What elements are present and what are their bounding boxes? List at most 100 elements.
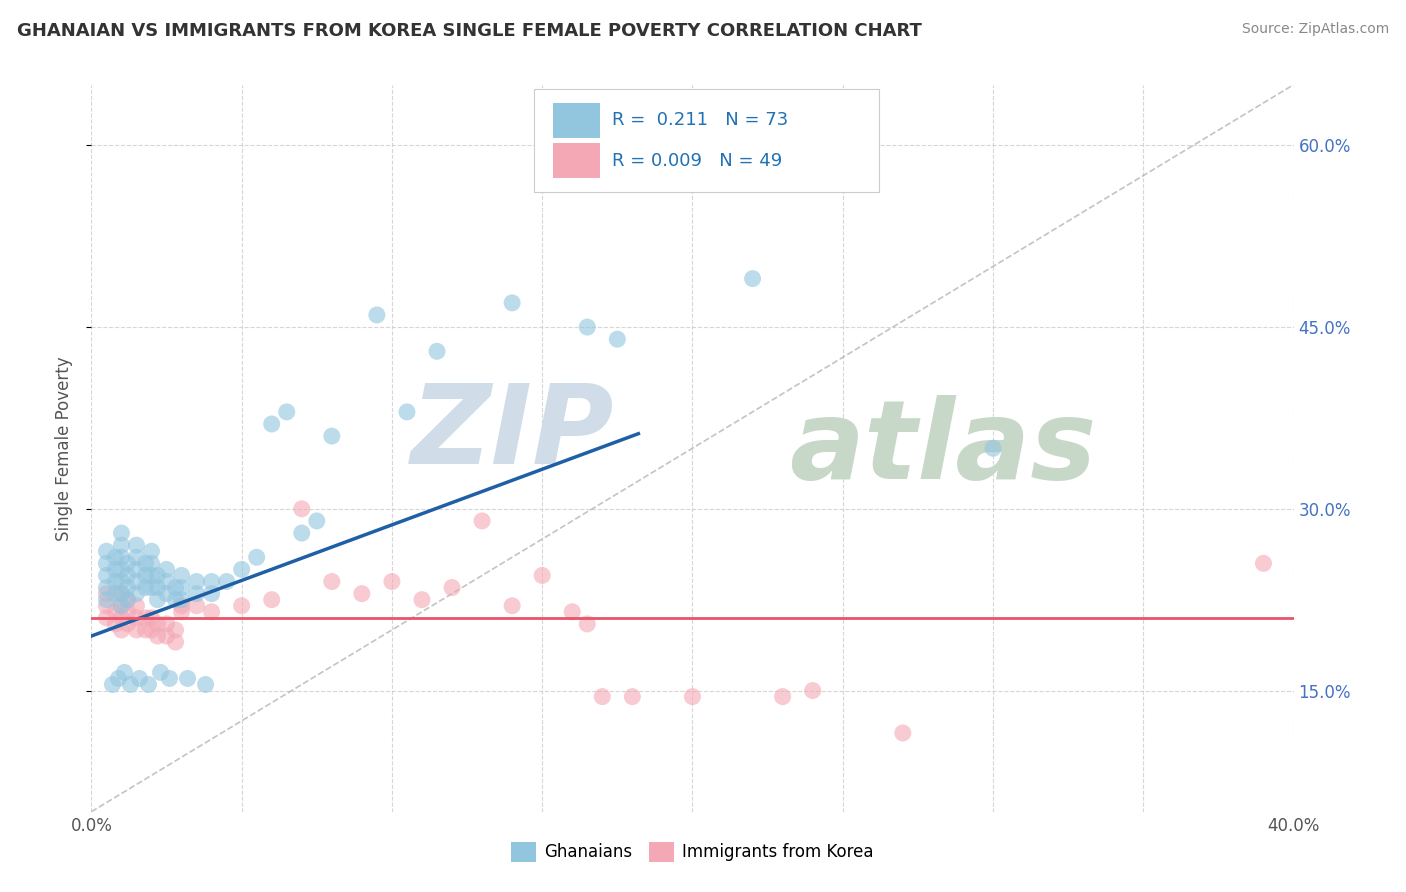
Point — [125, 587, 148, 601]
Point — [141, 623, 163, 637]
Point — [621, 690, 644, 704]
Point — [117, 605, 139, 619]
Point — [110, 611, 132, 625]
Point — [110, 623, 132, 637]
Point — [366, 308, 388, 322]
Point — [155, 616, 177, 631]
Point — [117, 581, 139, 595]
Point — [155, 629, 177, 643]
Legend: Ghanaians, Immigrants from Korea: Ghanaians, Immigrants from Korea — [505, 835, 880, 869]
Point — [125, 538, 148, 552]
Point — [215, 574, 238, 589]
Point — [149, 665, 172, 680]
Point — [231, 562, 253, 576]
Point — [170, 599, 193, 613]
Point — [110, 599, 132, 613]
Point — [186, 574, 208, 589]
Point — [110, 562, 132, 576]
Text: atlas: atlas — [789, 395, 1097, 501]
Point — [125, 611, 148, 625]
Point — [146, 581, 169, 595]
Point — [110, 526, 132, 541]
Point — [201, 605, 224, 619]
Point — [305, 514, 328, 528]
Point — [125, 562, 148, 576]
Point — [96, 557, 118, 571]
Point — [681, 690, 703, 704]
Point — [772, 690, 794, 704]
Point — [146, 568, 169, 582]
Point — [117, 616, 139, 631]
Point — [381, 574, 404, 589]
Point — [176, 672, 198, 686]
Point — [107, 672, 129, 686]
Point — [146, 592, 169, 607]
Point — [501, 599, 523, 613]
Point — [128, 672, 150, 686]
Point — [125, 574, 148, 589]
Point — [96, 568, 118, 582]
Text: Source: ZipAtlas.com: Source: ZipAtlas.com — [1241, 22, 1389, 37]
Point — [117, 592, 139, 607]
Point — [350, 587, 373, 601]
Point — [576, 616, 599, 631]
Point — [741, 271, 763, 285]
Point — [110, 587, 132, 601]
Point — [231, 599, 253, 613]
Point — [134, 623, 156, 637]
Point — [561, 605, 583, 619]
Point — [471, 514, 494, 528]
Point — [291, 526, 314, 541]
Point — [134, 557, 156, 571]
Point — [134, 581, 156, 595]
Point — [155, 574, 177, 589]
Point — [891, 726, 914, 740]
Point — [155, 562, 177, 576]
Point — [606, 332, 628, 346]
Point — [170, 592, 193, 607]
Point — [104, 562, 127, 576]
Text: R = 0.009   N = 49: R = 0.009 N = 49 — [612, 152, 782, 169]
Point — [114, 665, 136, 680]
Point — [110, 587, 132, 601]
Point — [186, 587, 208, 601]
Point — [117, 568, 139, 582]
Point — [165, 592, 187, 607]
Point — [321, 574, 343, 589]
Point — [146, 616, 169, 631]
Point — [146, 629, 169, 643]
Point — [117, 592, 139, 607]
Point — [165, 581, 187, 595]
Point — [170, 581, 193, 595]
Point — [120, 677, 142, 691]
Point — [101, 677, 124, 691]
Point — [141, 544, 163, 558]
Point — [125, 623, 148, 637]
Point — [321, 429, 343, 443]
Point — [138, 677, 160, 691]
Point — [104, 616, 127, 631]
Point — [576, 320, 599, 334]
Point — [96, 599, 118, 613]
Point — [1253, 557, 1275, 571]
Point — [276, 405, 298, 419]
Point — [141, 568, 163, 582]
Point — [201, 587, 224, 601]
Point — [246, 550, 269, 565]
Point — [411, 592, 433, 607]
Point — [125, 599, 148, 613]
Point — [159, 672, 181, 686]
Point — [104, 587, 127, 601]
Point — [104, 574, 127, 589]
Point — [531, 568, 554, 582]
Point — [141, 611, 163, 625]
Text: GHANAIAN VS IMMIGRANTS FROM KOREA SINGLE FEMALE POVERTY CORRELATION CHART: GHANAIAN VS IMMIGRANTS FROM KOREA SINGLE… — [17, 22, 922, 40]
Point — [110, 574, 132, 589]
Point — [591, 690, 613, 704]
Point — [194, 677, 217, 691]
Point — [110, 550, 132, 565]
Point — [501, 296, 523, 310]
Point — [440, 581, 463, 595]
Point — [201, 574, 224, 589]
Text: R =  0.211   N = 73: R = 0.211 N = 73 — [612, 112, 787, 129]
